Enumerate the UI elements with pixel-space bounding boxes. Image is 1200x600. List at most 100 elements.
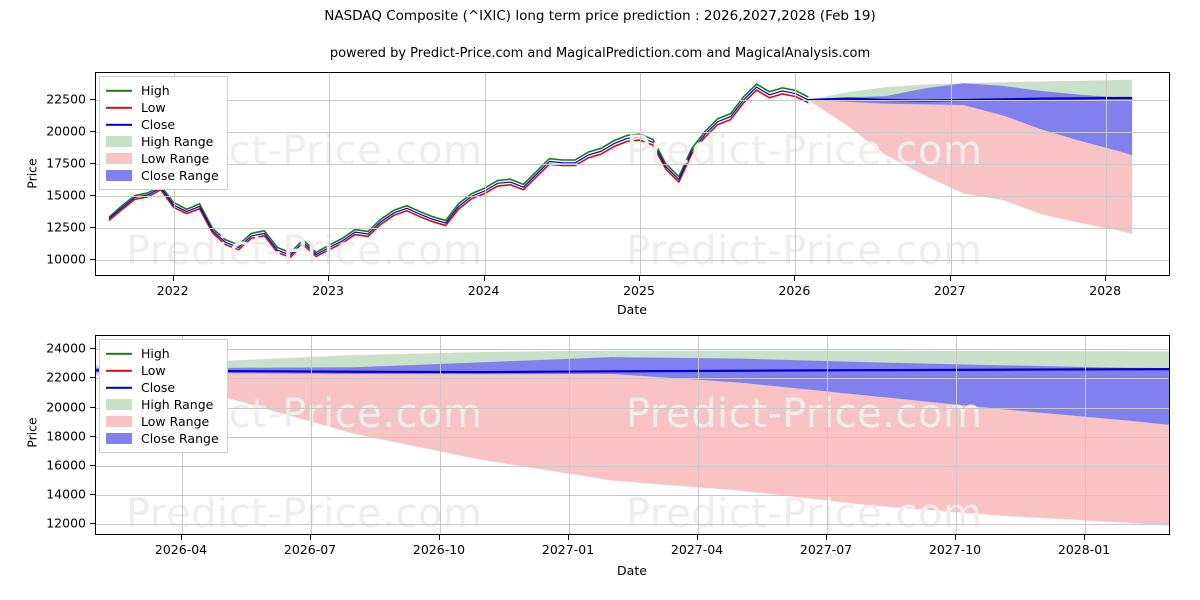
y-axis-tick-label: 24000 (46, 340, 86, 356)
x-axis-tick-label: 2026-04 (154, 542, 208, 557)
gridline-vertical (1106, 73, 1108, 275)
x-axis-tick-mark (310, 535, 311, 540)
gridline-horizontal (96, 465, 1169, 467)
legend-label: Low Range (141, 151, 210, 166)
gridline-vertical (950, 73, 952, 275)
close-range-band (96, 357, 1169, 425)
page-subtitle: powered by Predict-Price.com and Magical… (329, 46, 871, 61)
chart-bottom-series (96, 350, 1169, 526)
legend-swatch-line-icon (106, 101, 132, 114)
y-axis-tick-label: 10000 (46, 251, 86, 267)
y-axis-tick-label: 22000 (46, 369, 86, 385)
y-axis-tick-mark (90, 406, 95, 408)
gridline-vertical (440, 336, 441, 534)
history-high-line (108, 83, 809, 254)
y-axis-tick-mark (90, 98, 95, 100)
legend-label: Low Range (141, 414, 210, 429)
history-low-line (108, 89, 809, 259)
y-axis-tick-mark (90, 348, 95, 350)
legend-swatch-patch-icon (106, 136, 132, 147)
x-axis-tick-mark (328, 276, 330, 281)
gridline-vertical (640, 73, 641, 275)
legend-row-close: Close (106, 379, 219, 396)
legend-row-low: Low (106, 362, 219, 379)
gridline-horizontal (96, 164, 1169, 166)
low-range-band (96, 372, 1169, 526)
gridline-horizontal (96, 378, 1169, 380)
gridline-horizontal (96, 260, 1169, 262)
y-axis-tick-mark (90, 494, 95, 496)
y-axis-tick-mark (90, 435, 95, 437)
gridline-vertical (795, 73, 797, 275)
x-axis-tick-label: 2028-01 (1057, 542, 1111, 557)
x-axis-tick-label: 2027-10 (928, 542, 982, 557)
y-axis-tick-mark (90, 227, 95, 229)
x-axis-tick-mark (483, 276, 485, 281)
legend-row-high: High (106, 82, 219, 99)
chart-bottom-plotarea: Predict-Price.com Predict-Price.com Predic… (96, 336, 1169, 534)
legend-label: Close Range (141, 431, 219, 446)
x-axis-tick-label: 2027-04 (670, 542, 724, 557)
top-xaxis-title: Date (617, 302, 647, 317)
history-close-line (108, 86, 809, 256)
y-axis-tick-mark (90, 464, 95, 466)
legend-row-high: High (106, 345, 219, 362)
x-axis-tick-mark (794, 276, 796, 281)
legend-row-low: Low (106, 99, 219, 116)
chart-bottom-panel: Predict-Price.com Predict-Price.com Predic… (95, 335, 1170, 535)
y-axis-tick-mark (90, 377, 95, 379)
chart-top-panel: Predict-Price.com Predict-Price.com Predic… (95, 72, 1170, 276)
legend-row-high-range: High Range (106, 396, 219, 413)
chart-top-series (108, 79, 1133, 259)
y-axis-tick-mark (90, 163, 95, 165)
y-axis-tick-label: 14000 (46, 486, 86, 502)
gridline-vertical (484, 73, 486, 275)
gridline-vertical (569, 336, 570, 534)
gridline-horizontal (96, 196, 1169, 198)
y-axis-tick-mark (90, 523, 95, 525)
y-axis-tick-mark (90, 195, 95, 197)
legend-label: Low (141, 100, 166, 115)
legend-swatch-patch-icon (106, 153, 132, 164)
x-axis-tick-label: 2022 (156, 283, 189, 298)
gridline-horizontal (96, 524, 1169, 526)
legend-row-close: Close (106, 116, 219, 133)
gridline-vertical (329, 73, 331, 275)
legend-swatch-patch-icon (106, 399, 132, 410)
x-axis-tick-mark (639, 276, 640, 281)
legend-label: High Range (141, 134, 214, 149)
y-axis-tick-label: 16000 (46, 457, 86, 473)
legend-label: Low (141, 363, 166, 378)
y-axis-tick-label: 12000 (46, 515, 86, 531)
forecast-close-line (808, 96, 1133, 102)
x-axis-tick-mark (1084, 535, 1085, 540)
gridline-horizontal (96, 436, 1169, 438)
legend-swatch-line-icon (106, 118, 132, 131)
x-axis-tick-mark (568, 535, 569, 540)
legend-label: High Range (141, 397, 214, 412)
y-axis-tick-label: 18000 (46, 428, 86, 444)
gridline-horizontal (96, 99, 1169, 101)
legend-swatch-line-icon (106, 364, 132, 377)
x-axis-tick-mark (181, 535, 182, 540)
chart-bottom-legend: High Low Close High Range Low Range Close Ran… (99, 339, 228, 453)
bottom-yaxis-title: Price (24, 417, 40, 448)
chart-top-legend: High Low Close High Range Low Range Close Ran… (99, 76, 228, 190)
legend-swatch-patch-icon (106, 416, 132, 427)
gridline-horizontal (96, 407, 1169, 409)
gridline-horizontal (96, 132, 1169, 133)
legend-row-close-range: Close Range (106, 167, 219, 184)
x-axis-tick-label: 2027-01 (541, 542, 595, 557)
x-axis-tick-label: 2024 (467, 283, 500, 298)
gridline-vertical (311, 336, 312, 534)
x-axis-tick-mark (949, 276, 951, 281)
y-axis-tick-label: 20000 (46, 123, 86, 139)
gridline-horizontal (96, 349, 1169, 351)
y-axis-tick-label: 22500 (46, 91, 86, 107)
gridline-horizontal (96, 228, 1169, 230)
gridline-vertical (1085, 336, 1086, 534)
legend-label: Close Range (141, 168, 219, 183)
legend-swatch-line-icon (106, 381, 132, 394)
legend-row-low-range: Low Range (106, 413, 219, 430)
